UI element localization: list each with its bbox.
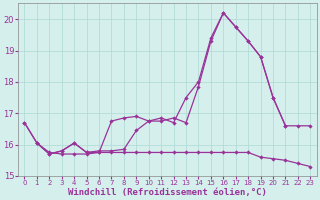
X-axis label: Windchill (Refroidissement éolien,°C): Windchill (Refroidissement éolien,°C) — [68, 188, 267, 197]
